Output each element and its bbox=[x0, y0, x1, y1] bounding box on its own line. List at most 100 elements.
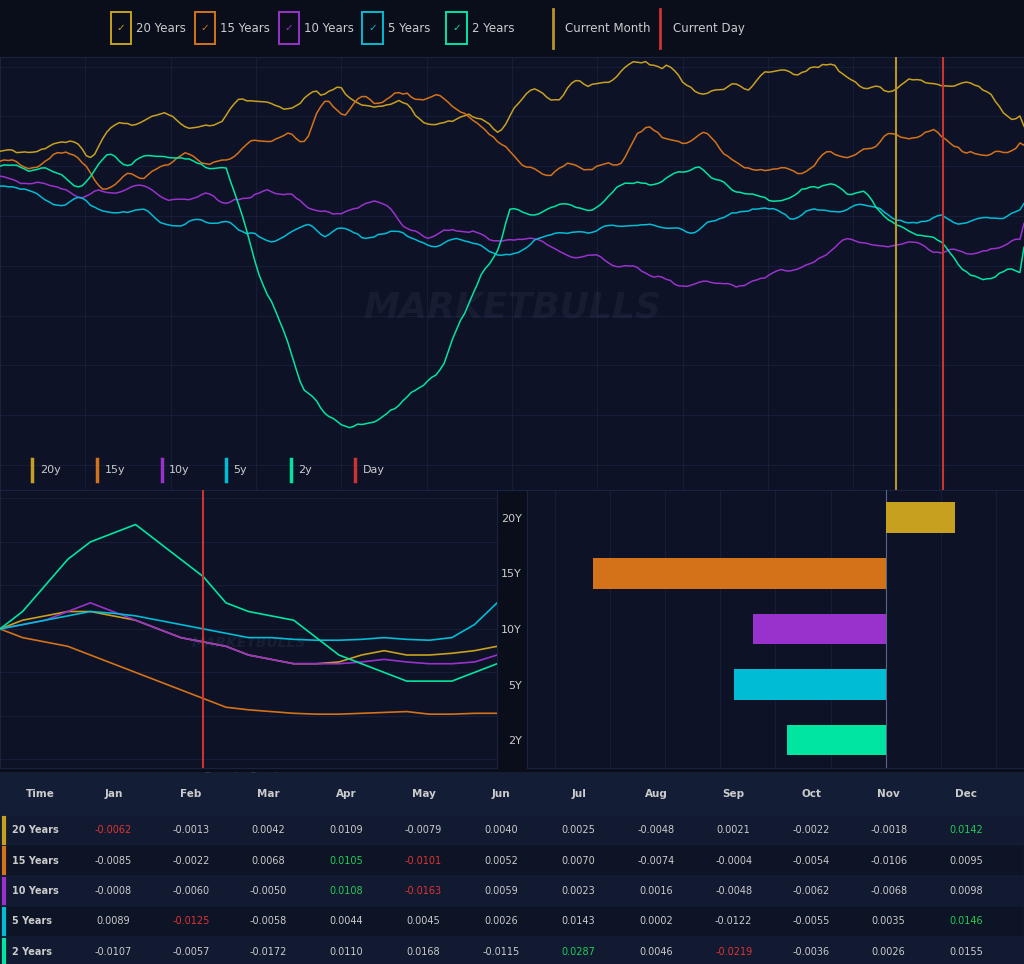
Text: 0.0026: 0.0026 bbox=[871, 947, 905, 956]
Text: ✓: ✓ bbox=[201, 23, 209, 34]
Text: -0.0106: -0.0106 bbox=[870, 856, 907, 866]
Text: -0.0163: -0.0163 bbox=[406, 886, 442, 896]
Bar bbox=[593, 558, 886, 589]
Text: Nov: Nov bbox=[878, 789, 900, 798]
Text: 15 Years: 15 Years bbox=[220, 22, 270, 35]
Text: -0.0068: -0.0068 bbox=[870, 886, 907, 896]
Text: 0.0035: 0.0035 bbox=[871, 917, 905, 926]
Bar bbox=[754, 614, 886, 644]
Bar bbox=[0, 772, 1024, 816]
Text: 10 Years: 10 Years bbox=[12, 886, 59, 896]
Text: Jan: Jan bbox=[104, 789, 123, 798]
Bar bbox=[886, 502, 955, 533]
Text: 0.0026: 0.0026 bbox=[484, 917, 518, 926]
Text: 20 Years: 20 Years bbox=[12, 825, 59, 835]
Text: -0.0004: -0.0004 bbox=[715, 856, 753, 866]
Text: 0.0110: 0.0110 bbox=[330, 947, 362, 956]
Text: -0.0062: -0.0062 bbox=[95, 825, 132, 835]
Text: 0.0046: 0.0046 bbox=[639, 947, 673, 956]
Text: 0.0044: 0.0044 bbox=[330, 917, 362, 926]
Bar bbox=[734, 669, 886, 700]
Text: 0.0023: 0.0023 bbox=[562, 886, 596, 896]
Text: Current Day: Current Day bbox=[673, 22, 744, 35]
Text: 0.0098: 0.0098 bbox=[949, 886, 983, 896]
Text: Current Month: Current Month bbox=[565, 22, 650, 35]
Text: 5y: 5y bbox=[233, 466, 247, 475]
Text: Time: Time bbox=[26, 789, 54, 798]
Text: -0.0219: -0.0219 bbox=[715, 947, 753, 956]
Text: -0.0115: -0.0115 bbox=[482, 947, 520, 956]
Text: 0.0052: 0.0052 bbox=[484, 856, 518, 866]
Text: 0.0108: 0.0108 bbox=[330, 886, 362, 896]
Text: 0.0105: 0.0105 bbox=[329, 856, 362, 866]
Text: 0.0155: 0.0155 bbox=[949, 947, 983, 956]
Text: May: May bbox=[412, 789, 435, 798]
Text: -0.0125: -0.0125 bbox=[172, 917, 210, 926]
Text: -0.0058: -0.0058 bbox=[250, 917, 287, 926]
Text: -0.0079: -0.0079 bbox=[404, 825, 442, 835]
Bar bbox=[0, 906, 1024, 937]
Text: 0.0143: 0.0143 bbox=[562, 917, 595, 926]
Text: Feb: Feb bbox=[180, 789, 202, 798]
Text: 20y: 20y bbox=[40, 466, 60, 475]
Text: 0.0021: 0.0021 bbox=[717, 825, 751, 835]
Text: 5 Years: 5 Years bbox=[388, 22, 430, 35]
Text: -0.0101: -0.0101 bbox=[406, 856, 442, 866]
Text: -0.0062: -0.0062 bbox=[793, 886, 829, 896]
Text: MARKETBULLS: MARKETBULLS bbox=[362, 291, 662, 325]
Text: 0.0146: 0.0146 bbox=[949, 917, 983, 926]
Bar bbox=[0, 816, 1024, 845]
Text: -0.0172: -0.0172 bbox=[250, 947, 287, 956]
Text: 0.0059: 0.0059 bbox=[484, 886, 518, 896]
Text: 0.0089: 0.0089 bbox=[96, 917, 130, 926]
Text: 2 Years: 2 Years bbox=[472, 22, 515, 35]
Text: -0.0022: -0.0022 bbox=[172, 856, 210, 866]
Text: -0.0048: -0.0048 bbox=[715, 886, 753, 896]
Text: 15y: 15y bbox=[104, 466, 125, 475]
Text: 10 Years: 10 Years bbox=[304, 22, 354, 35]
Text: 5 Years: 5 Years bbox=[12, 917, 52, 926]
Text: -0.0060: -0.0060 bbox=[172, 886, 210, 896]
Text: Jul: Jul bbox=[571, 789, 586, 798]
Text: 0.0040: 0.0040 bbox=[484, 825, 518, 835]
Text: Jun: Jun bbox=[492, 789, 510, 798]
X-axis label: Change this month: Change this month bbox=[722, 788, 828, 797]
Text: Dec: Dec bbox=[955, 789, 977, 798]
Bar bbox=[0, 845, 1024, 876]
Text: -0.0055: -0.0055 bbox=[793, 917, 829, 926]
Text: Day: Day bbox=[362, 466, 385, 475]
Bar bbox=[786, 725, 886, 756]
Text: -0.0048: -0.0048 bbox=[638, 825, 675, 835]
Text: 0.0045: 0.0045 bbox=[407, 917, 440, 926]
Text: -0.0050: -0.0050 bbox=[250, 886, 287, 896]
Text: Sep: Sep bbox=[723, 789, 744, 798]
Bar bbox=[0, 876, 1024, 906]
Text: 0.0109: 0.0109 bbox=[330, 825, 362, 835]
Text: 2 Years: 2 Years bbox=[12, 947, 52, 956]
Text: -0.0008: -0.0008 bbox=[95, 886, 132, 896]
Text: MARKETBULLS: MARKETBULLS bbox=[191, 636, 306, 650]
Text: Aug: Aug bbox=[645, 789, 668, 798]
Bar bbox=[0, 937, 1024, 964]
Text: 0.0016: 0.0016 bbox=[639, 886, 673, 896]
X-axis label: Days in October: Days in October bbox=[204, 772, 293, 782]
Text: -0.0107: -0.0107 bbox=[95, 947, 132, 956]
Text: Apr: Apr bbox=[336, 789, 356, 798]
Text: Mar: Mar bbox=[257, 789, 280, 798]
Text: 0.0287: 0.0287 bbox=[562, 947, 596, 956]
Text: -0.0018: -0.0018 bbox=[870, 825, 907, 835]
Text: 10y: 10y bbox=[169, 466, 189, 475]
Text: -0.0122: -0.0122 bbox=[715, 917, 753, 926]
Text: 2y: 2y bbox=[298, 466, 312, 475]
Text: -0.0085: -0.0085 bbox=[95, 856, 132, 866]
Text: -0.0054: -0.0054 bbox=[793, 856, 829, 866]
Text: 0.0002: 0.0002 bbox=[639, 917, 673, 926]
Text: 0.0042: 0.0042 bbox=[252, 825, 286, 835]
Text: -0.0022: -0.0022 bbox=[793, 825, 829, 835]
Text: ✓: ✓ bbox=[285, 23, 293, 34]
Text: 15 Years: 15 Years bbox=[12, 856, 59, 866]
Text: ✓: ✓ bbox=[453, 23, 461, 34]
Text: ✓: ✓ bbox=[117, 23, 125, 34]
Text: 0.0142: 0.0142 bbox=[949, 825, 983, 835]
Text: 0.0070: 0.0070 bbox=[562, 856, 596, 866]
